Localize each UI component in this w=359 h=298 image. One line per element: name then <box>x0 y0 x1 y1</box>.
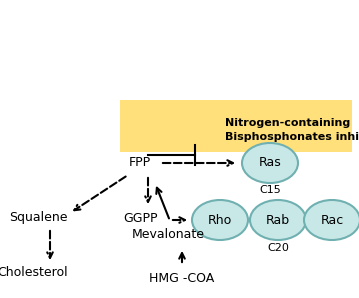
Text: Rho: Rho <box>208 213 232 226</box>
Text: Rab: Rab <box>266 213 290 226</box>
Text: C20: C20 <box>267 243 289 253</box>
Text: Cholesterol: Cholesterol <box>0 266 68 279</box>
Ellipse shape <box>304 200 359 240</box>
Text: Nitrogen-containing: Nitrogen-containing <box>225 118 350 128</box>
Text: HMG -COA: HMG -COA <box>149 271 215 285</box>
Text: Mevalonate: Mevalonate <box>131 229 205 241</box>
Ellipse shape <box>250 200 306 240</box>
Text: Bisphosphonates inhibit FPPS: Bisphosphonates inhibit FPPS <box>225 132 359 142</box>
Ellipse shape <box>242 143 298 183</box>
Text: Ras: Ras <box>258 156 281 170</box>
Text: Rac: Rac <box>320 213 344 226</box>
Ellipse shape <box>192 200 248 240</box>
Text: Squalene: Squalene <box>9 212 67 224</box>
Text: FPP: FPP <box>129 156 151 170</box>
Bar <box>120 100 352 152</box>
Text: GGPP: GGPP <box>123 212 157 224</box>
Text: C15: C15 <box>259 185 281 195</box>
